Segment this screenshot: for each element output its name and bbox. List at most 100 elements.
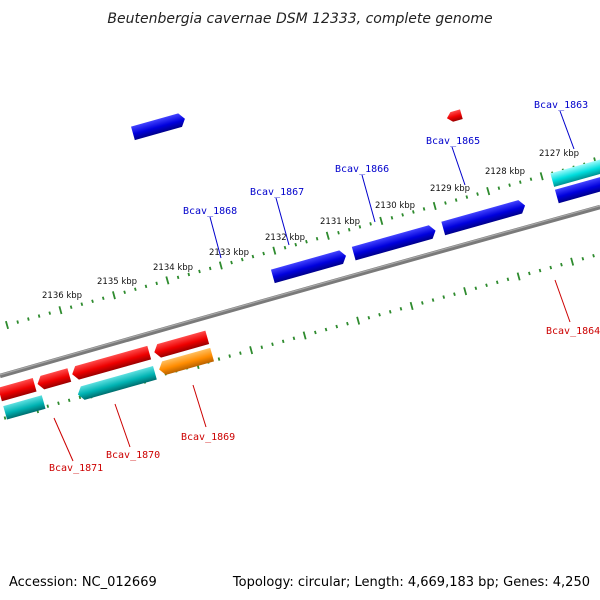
leader-line-bcav-1867 [275, 197, 290, 246]
gene-bcav-1872-red[interactable] [0, 378, 37, 402]
tick-label-2135: 2135 kbp [97, 277, 137, 287]
lower-scale-minor-tick [474, 286, 478, 291]
map-title: Beutenbergia cavernae DSM 12333, complet… [107, 11, 492, 27]
upper-scale-minor-tick [91, 299, 94, 303]
reverse-features [0, 109, 463, 420]
lower-scale-minor-tick [592, 253, 595, 258]
upper-scale-minor-tick [497, 186, 501, 190]
upper-scale-minor-tick [305, 239, 308, 244]
leader-line-bcav-1868 [209, 216, 222, 259]
leader-line-bcav-1866 [361, 174, 376, 223]
upper-scale-major-tick [112, 291, 116, 300]
upper-scale-major-tick [432, 201, 437, 211]
gene-bcav-1864[interactable] [446, 109, 463, 123]
tick-label-2127: 2127 kbp [539, 149, 579, 159]
lower-scale-minor-tick [581, 256, 585, 261]
tick-label-2134: 2134 kbp [153, 263, 193, 273]
upper-scale-minor-tick [144, 284, 148, 289]
lower-scale-minor-tick [549, 265, 553, 270]
rna-feature-upper[interactable] [550, 152, 600, 187]
upper-scale-minor-tick [198, 269, 201, 274]
lower-scale-minor-tick [46, 404, 50, 408]
upper-scale-minor-tick [230, 260, 233, 265]
upper-scale-minor-tick [294, 242, 298, 247]
lower-scale-major-tick [463, 287, 468, 296]
lower-scale-minor-tick [538, 268, 542, 273]
lower-scale-minor-tick [57, 401, 60, 406]
gene-bcav-1863[interactable] [554, 168, 600, 204]
upper-scale-minor-tick [101, 296, 105, 301]
upper-scale-major-tick [218, 261, 223, 270]
upper-scale-minor-tick [347, 227, 351, 232]
leader-line-bcav-1864 [554, 279, 571, 323]
upper-scale-minor-tick [315, 236, 319, 241]
lower-scale-minor-tick [3, 416, 7, 420]
scale-ticks-upper [5, 157, 598, 330]
lower-scale-minor-tick [378, 312, 381, 317]
gene-label-bcav-1866[interactable]: Bcav_1866 [335, 164, 389, 175]
leader-line-bcav-1869 [192, 384, 207, 428]
lower-scale-minor-tick [239, 351, 242, 355]
upper-scale-major-tick [165, 276, 170, 285]
lower-scale-minor-tick [388, 310, 392, 314]
gene-label-bcav-1870[interactable]: Bcav_1870 [106, 450, 160, 461]
gene-bcav-1865[interactable] [441, 199, 527, 236]
upper-scale-major-tick [5, 320, 9, 330]
gene-label-bcav-1867[interactable]: Bcav_1867 [250, 187, 304, 198]
lower-scale-minor-tick [485, 283, 488, 288]
lower-scale-minor-tick [281, 339, 285, 344]
gene-label-bcav-1868[interactable]: Bcav_1868 [183, 206, 237, 217]
upper-scale-minor-tick [444, 201, 447, 205]
lower-scale-minor-tick [431, 298, 435, 302]
lower-scale-major-tick [302, 331, 307, 340]
gene-label-bcav-1871[interactable]: Bcav_1871 [49, 463, 103, 474]
leader-line-bcav-1870 [114, 403, 131, 448]
gene-label-bcav-1864[interactable]: Bcav_1864 [546, 326, 600, 337]
tick-label-2130: 2130 kbp [375, 201, 415, 211]
rna-feature-lower[interactable] [3, 395, 46, 420]
upper-scale-minor-tick [123, 290, 126, 295]
gene-bcav-1871[interactable] [36, 368, 72, 390]
upper-scale-minor-tick [283, 245, 287, 250]
tick-label-2132: 2132 kbp [265, 233, 305, 243]
upper-scale-minor-tick [251, 254, 255, 259]
upper-scale-minor-tick [529, 177, 533, 181]
lower-scale-minor-tick [506, 277, 510, 282]
gene-bcav-1866[interactable] [351, 224, 438, 261]
tick-label-2133: 2133 kbp [209, 248, 249, 258]
upper-scale-minor-tick [422, 207, 426, 211]
upper-scale-minor-tick [358, 225, 362, 229]
gene-bcav-1870-red[interactable] [70, 345, 152, 381]
upper-scale-minor-tick [519, 180, 522, 184]
lower-scale-minor-tick [228, 354, 231, 358]
tick-label-2129: 2129 kbp [430, 184, 470, 194]
gene-label-bcav-1865[interactable]: Bcav_1865 [426, 136, 480, 147]
lower-scale-minor-tick [528, 271, 531, 276]
gene-label-bcav-1863[interactable]: Bcav_1863 [534, 100, 588, 111]
lower-scale-minor-tick [421, 301, 424, 305]
upper-scale-minor-tick [37, 314, 41, 318]
gene-bcav-1870[interactable] [76, 366, 157, 401]
lower-scale-minor-tick [78, 395, 82, 400]
lower-scale-minor-tick [560, 262, 563, 267]
upper-scale-major-tick [486, 186, 491, 196]
genome-summary-text: Topology: circular; Length: 4,669,183 bp… [232, 575, 590, 590]
forward-gene-labels: Bcav_1863 Bcav_1865 Bcav_1866 Bcav_1867 … [183, 100, 588, 259]
gene-label-bcav-1869[interactable]: Bcav_1869 [181, 432, 235, 443]
tick-label-2131: 2131 kbp [320, 217, 360, 227]
upper-scale-minor-tick [337, 230, 340, 235]
lower-scale-major-tick [356, 316, 361, 325]
lower-scale-minor-tick [495, 280, 499, 285]
gene-bcav-1869[interactable] [157, 347, 215, 376]
upper-scale-minor-tick [208, 266, 212, 271]
lower-scale-major-tick [409, 301, 414, 311]
leader-line-bcav-1863 [559, 110, 575, 150]
upper-scale-major-tick [539, 172, 544, 181]
gene-bcav-1867[interactable] [270, 249, 348, 284]
leader-line-bcav-1871 [53, 417, 74, 462]
lower-scale-minor-tick [399, 307, 403, 311]
upper-scale-minor-tick [155, 281, 158, 286]
upper-scale-minor-tick [412, 210, 415, 214]
gene-bcav-1869-red[interactable] [152, 330, 210, 359]
gene-bcav-1868[interactable] [131, 112, 187, 141]
